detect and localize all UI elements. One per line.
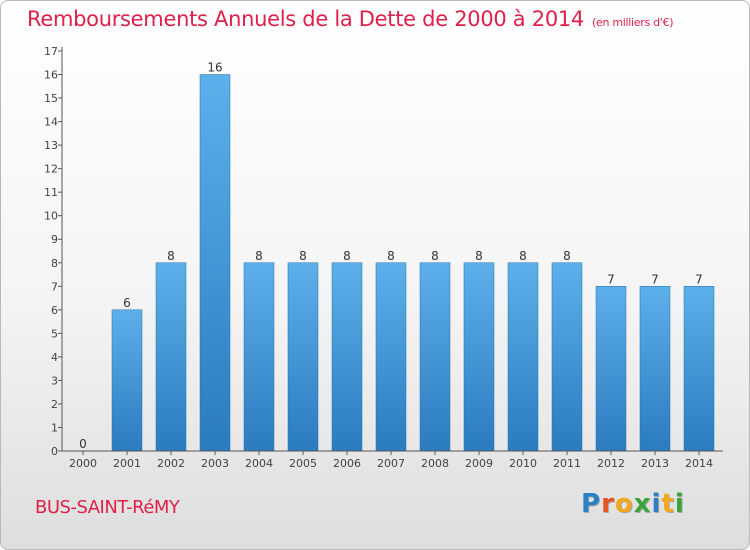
bar[interactable] bbox=[507, 262, 539, 452]
bar[interactable] bbox=[683, 286, 715, 452]
y-tick-label: 14 bbox=[44, 116, 58, 129]
x-tick-label: 2004 bbox=[245, 457, 273, 470]
y-tick-label: 9 bbox=[51, 233, 58, 246]
proxiti-logo[interactable]: Proxiti bbox=[581, 489, 685, 519]
bar-value-label: 8 bbox=[519, 249, 527, 263]
bar[interactable] bbox=[419, 262, 451, 452]
bar-value-label: 8 bbox=[167, 249, 175, 263]
y-tick-label: 5 bbox=[51, 327, 58, 340]
bar[interactable] bbox=[463, 262, 495, 452]
chart-subtitle: (en milliers d'€) bbox=[592, 16, 674, 29]
bar-value-label: 8 bbox=[387, 249, 395, 263]
y-tick-label: 1 bbox=[51, 421, 58, 434]
bar-value-label: 0 bbox=[79, 437, 87, 451]
logo-letter: t bbox=[661, 489, 675, 519]
y-tick-label: 4 bbox=[51, 351, 58, 364]
y-tick-label: 2 bbox=[51, 398, 58, 411]
bar-value-label: 8 bbox=[431, 249, 439, 263]
x-tick-label: 2007 bbox=[377, 457, 405, 470]
chart-title-text: Remboursements Annuels de la Dette de 20… bbox=[27, 7, 584, 31]
x-tick-label: 2011 bbox=[553, 457, 581, 470]
x-tick-label: 2009 bbox=[465, 457, 493, 470]
bar-value-label: 7 bbox=[607, 272, 615, 286]
y-tick-label: 10 bbox=[44, 210, 58, 223]
bar[interactable] bbox=[595, 286, 627, 452]
bar[interactable] bbox=[639, 286, 671, 452]
bar-value-label: 7 bbox=[695, 272, 703, 286]
x-tick-label: 2008 bbox=[421, 457, 449, 470]
chart-title: Remboursements Annuels de la Dette de 20… bbox=[27, 7, 673, 31]
bar[interactable] bbox=[551, 262, 583, 452]
x-tick-label: 2006 bbox=[333, 457, 361, 470]
x-tick-label: 2005 bbox=[289, 457, 317, 470]
bar-value-label: 7 bbox=[651, 272, 659, 286]
bar-value-label: 8 bbox=[299, 249, 307, 263]
commune-name: BUS-SAINT-RéMY bbox=[35, 497, 180, 518]
bars: 0 6 8 16 8 8 8 8 8 8 8 8 7 7 7 bbox=[79, 61, 715, 452]
logo-letter: x bbox=[633, 489, 652, 519]
logo-letter: r bbox=[601, 489, 615, 519]
x-tick-label: 2012 bbox=[597, 457, 625, 470]
bar-value-label: 16 bbox=[207, 61, 222, 75]
y-tick-label: 6 bbox=[51, 304, 58, 317]
bar[interactable] bbox=[243, 262, 275, 452]
y-tick-label: 12 bbox=[44, 163, 58, 176]
logo-letter: i bbox=[651, 489, 662, 519]
logo-letter: o bbox=[614, 489, 634, 519]
y-tick-label: 17 bbox=[44, 45, 58, 58]
x-tick-label: 2002 bbox=[157, 457, 185, 470]
logo-letter: P bbox=[581, 489, 602, 519]
x-tick-label: 2014 bbox=[685, 457, 713, 470]
x-tick-label: 2013 bbox=[641, 457, 669, 470]
x-axis: 2000 2001 2002 2003 2004 2005 2006 2007 2008 2009… bbox=[62, 450, 723, 470]
y-tick-label: 7 bbox=[51, 280, 58, 293]
y-tick-label: 3 bbox=[51, 374, 58, 387]
y-tick-label: 13 bbox=[44, 139, 58, 152]
x-tick-label: 2010 bbox=[509, 457, 537, 470]
bar-value-label: 6 bbox=[123, 296, 131, 310]
bar[interactable] bbox=[111, 309, 143, 452]
y-tick-label: 16 bbox=[44, 69, 58, 82]
y-tick-label: 0 bbox=[51, 445, 58, 458]
bar[interactable] bbox=[155, 262, 187, 452]
bar-value-label: 8 bbox=[343, 249, 351, 263]
y-tick-label: 11 bbox=[44, 186, 58, 199]
x-tick-label: 2001 bbox=[113, 457, 141, 470]
bar-value-label: 8 bbox=[255, 249, 263, 263]
x-tick-label: 2000 bbox=[69, 457, 97, 470]
bar[interactable] bbox=[375, 262, 407, 452]
y-tick-label: 8 bbox=[51, 257, 58, 270]
y-tick-label: 15 bbox=[44, 92, 58, 105]
bar-value-label: 8 bbox=[475, 249, 483, 263]
bar-value-label: 8 bbox=[563, 249, 571, 263]
bar[interactable] bbox=[199, 74, 231, 452]
bar[interactable] bbox=[287, 262, 319, 452]
x-tick-label: 2003 bbox=[201, 457, 229, 470]
logo-letter: i bbox=[674, 489, 685, 519]
bar[interactable] bbox=[331, 262, 363, 452]
